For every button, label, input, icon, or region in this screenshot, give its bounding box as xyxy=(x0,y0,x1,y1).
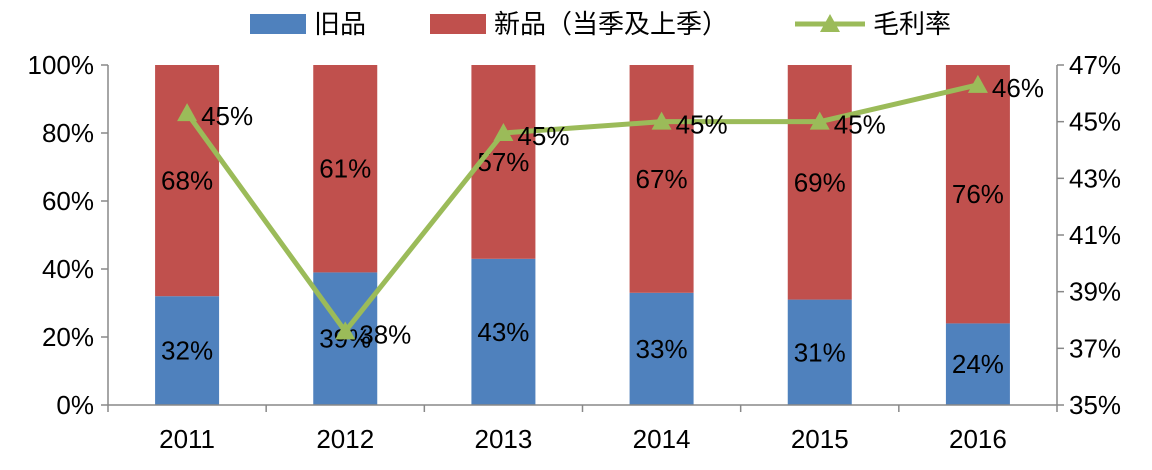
legend-marker-2 xyxy=(820,14,840,32)
bar-label-new-2013: 57% xyxy=(477,147,529,177)
legend-swatch-0 xyxy=(250,14,306,34)
x-tick-label: 2011 xyxy=(159,424,215,454)
margin-marker-2014 xyxy=(651,111,672,130)
right-tick-label: 39% xyxy=(1069,277,1121,307)
x-tick-label: 2015 xyxy=(791,424,849,454)
margin-label-2011: 45% xyxy=(201,101,253,131)
margin-label-2013: 45% xyxy=(517,121,569,151)
bar-old-2016 xyxy=(945,323,1010,405)
margin-marker-2016 xyxy=(967,74,988,93)
margin-marker-2015 xyxy=(809,111,830,130)
margin-marker-2012 xyxy=(335,321,356,340)
left-tick-label: 60% xyxy=(42,186,94,216)
left-tick-label: 0% xyxy=(56,390,94,420)
bar-label-new-2014: 67% xyxy=(636,164,688,194)
bar-label-old-2016: 24% xyxy=(952,349,1004,379)
margin-line-layer: 45% 38% 45% 45% 45% 46% xyxy=(177,73,1044,349)
x-tick-label: 2013 xyxy=(474,424,532,454)
bar-new-2012 xyxy=(313,65,378,273)
bar-label-old-2013: 43% xyxy=(477,317,529,347)
margin-line xyxy=(185,82,979,334)
left-tick-label: 40% xyxy=(42,254,94,284)
x-tick-label: 2012 xyxy=(316,424,374,454)
bar-old-2011 xyxy=(155,296,220,405)
legend-label-0: 旧品 xyxy=(314,10,366,40)
margin-label-2015: 45% xyxy=(834,110,886,140)
x-tick-label: 2014 xyxy=(633,424,691,454)
bar-old-2015 xyxy=(787,299,852,405)
legend-label-2: 毛利率 xyxy=(873,10,951,40)
margin-label-2016: 46% xyxy=(992,73,1044,103)
bar-label-old-2011: 32% xyxy=(161,336,213,366)
right-tick-label: 47% xyxy=(1069,50,1121,80)
left-tick-label: 80% xyxy=(42,118,94,148)
bar-layer xyxy=(155,65,1010,405)
bar-label-new-2016: 76% xyxy=(952,179,1004,209)
right-tick-label: 45% xyxy=(1069,107,1121,137)
margin-label-2012: 38% xyxy=(359,319,411,349)
margin-marker-2011 xyxy=(177,103,198,122)
bar-label-new-2015: 69% xyxy=(794,167,846,197)
bar-label-layer: 32%68%39%61%43%57%33%67%31%69%24%76% xyxy=(161,147,1004,379)
bar-label-old-2014: 33% xyxy=(636,334,688,364)
legend-swatch-1 xyxy=(430,14,486,34)
bar-old-2014 xyxy=(629,292,694,405)
bar-label-new-2012: 61% xyxy=(319,154,371,184)
right-tick-label: 37% xyxy=(1069,333,1121,363)
x-tick-label: 2016 xyxy=(949,424,1007,454)
bar-new-2014 xyxy=(629,65,694,293)
left-tick-label: 20% xyxy=(42,322,94,352)
left-tick-label: 100% xyxy=(28,50,95,80)
right-tick-label: 43% xyxy=(1069,163,1121,193)
bar-label-old-2015: 31% xyxy=(794,337,846,367)
bar-new-2016 xyxy=(945,65,1010,324)
legend-label-1: 新品（当季及上季） xyxy=(494,10,728,40)
bar-label-new-2011: 68% xyxy=(161,166,213,196)
margin-label-2014: 45% xyxy=(676,110,728,140)
legend: 旧品 新品（当季及上季） 毛利率 xyxy=(250,10,951,40)
axes-layer: 0% 20% 40% 60% 80% 100% 35% 37% 39% 41% 43% 45% 47% 2… xyxy=(28,50,1122,454)
bar-new-2015 xyxy=(787,65,852,300)
right-tick-label: 35% xyxy=(1069,390,1121,420)
right-tick-label: 41% xyxy=(1069,220,1121,250)
bar-old-2013 xyxy=(471,258,536,405)
margin-marker-2013 xyxy=(493,123,514,141)
